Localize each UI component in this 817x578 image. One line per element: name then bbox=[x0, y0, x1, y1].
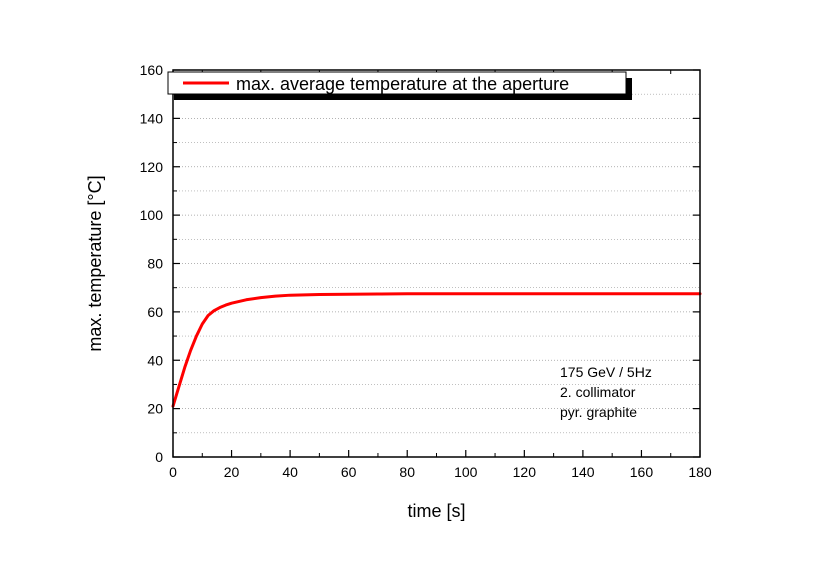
grid-lines bbox=[173, 93, 700, 434]
y-tick-label: 40 bbox=[147, 352, 163, 368]
annotation-block: 175 GeV / 5Hz 2. collimator pyr. graphit… bbox=[560, 364, 652, 420]
x-tick-label: 40 bbox=[282, 464, 298, 480]
x-tick-label: 160 bbox=[630, 464, 654, 480]
x-tick-label: 80 bbox=[399, 464, 415, 480]
series-layer bbox=[171, 292, 702, 408]
y-tick-label: 120 bbox=[140, 159, 164, 175]
x-tick-label: 100 bbox=[454, 464, 478, 480]
y-tick-label: 100 bbox=[140, 207, 164, 223]
x-tick-label: 180 bbox=[688, 464, 712, 480]
x-tick-label: 120 bbox=[513, 464, 537, 480]
series-line-0 bbox=[171, 292, 702, 408]
legend-box bbox=[167, 71, 627, 95]
y-tick-label: 80 bbox=[147, 256, 163, 272]
annotation-line-3: pyr. graphite bbox=[560, 404, 637, 420]
x-tick-label: 20 bbox=[224, 464, 240, 480]
legend: max. average temperature at the aperture bbox=[167, 71, 632, 100]
y-tick-label: 60 bbox=[147, 304, 163, 320]
y-tick-label: 20 bbox=[147, 401, 163, 417]
legend-label: max. average temperature at the aperture bbox=[236, 74, 569, 94]
x-tick-label: 0 bbox=[169, 464, 177, 480]
x-tick-label: 140 bbox=[571, 464, 595, 480]
annotation-line-2: 2. collimator bbox=[560, 384, 636, 400]
annotation-line-1: 175 GeV / 5Hz bbox=[560, 364, 652, 380]
y-tick-label: 140 bbox=[140, 110, 164, 126]
x-tick-label: 60 bbox=[341, 464, 357, 480]
y-tick-label: 0 bbox=[155, 449, 163, 465]
y-tick-label: 160 bbox=[140, 62, 164, 78]
y-axis-title: max. temperature [°C] bbox=[85, 175, 105, 351]
x-axis-title: time [s] bbox=[407, 501, 465, 521]
tick-labels: 0 20 40 60 80 100 120 140 160 180 0 20 40 60 80 100 120 1… bbox=[140, 62, 712, 480]
